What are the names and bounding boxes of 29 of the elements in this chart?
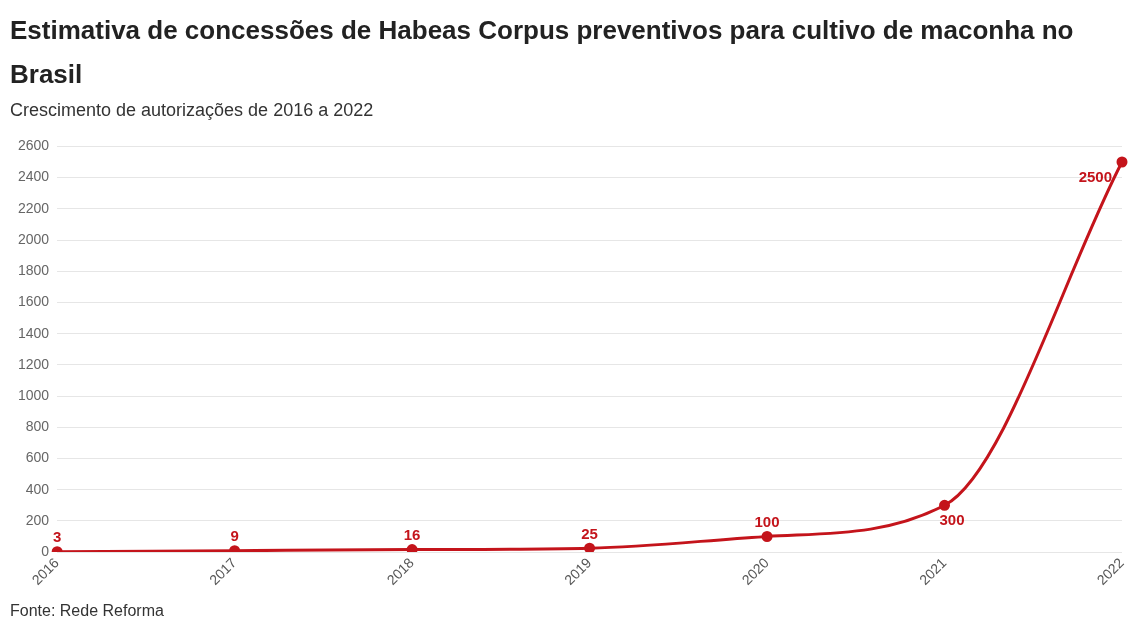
y-tick-label: 800	[25, 418, 50, 435]
y-tick-label: 200	[25, 511, 50, 528]
chart-title: Estimativa de concessões de Habeas Corpus preventivos para cultivo de maconha no Brasil	[10, 14, 1075, 91]
y-tick-label: 2400	[17, 168, 50, 185]
data-label: 2500	[1078, 167, 1112, 185]
y-tick-label: 2200	[17, 199, 50, 216]
y-tick-label: 1600	[17, 293, 50, 310]
y-tick-label: 400	[25, 480, 50, 497]
point	[1116, 156, 1128, 168]
data-label: 25	[581, 524, 598, 542]
data-label: 300	[939, 510, 965, 528]
data-label: 100	[754, 513, 780, 531]
chart-subtitle: Crescimento de autorizações de 2016 a 2022	[10, 100, 374, 121]
y-tick-label: 2000	[17, 230, 50, 247]
data-label: 9	[230, 527, 239, 545]
point	[761, 530, 773, 542]
point	[406, 544, 418, 553]
y-tick-label: 2600	[17, 137, 50, 154]
y-tick-label: 600	[25, 449, 50, 466]
source-note: Fonte: Rede Reforma	[10, 602, 164, 620]
y-tick-label: 1800	[17, 262, 50, 279]
data-label: 3	[52, 528, 62, 546]
y-tick-label: 1000	[17, 386, 50, 403]
y-tick-label: 1200	[17, 355, 50, 372]
y-tick-label: 1400	[17, 324, 50, 341]
point	[939, 499, 951, 511]
data-label: 16	[403, 526, 421, 544]
y-tick-label: 0	[41, 542, 50, 559]
point	[584, 542, 596, 553]
